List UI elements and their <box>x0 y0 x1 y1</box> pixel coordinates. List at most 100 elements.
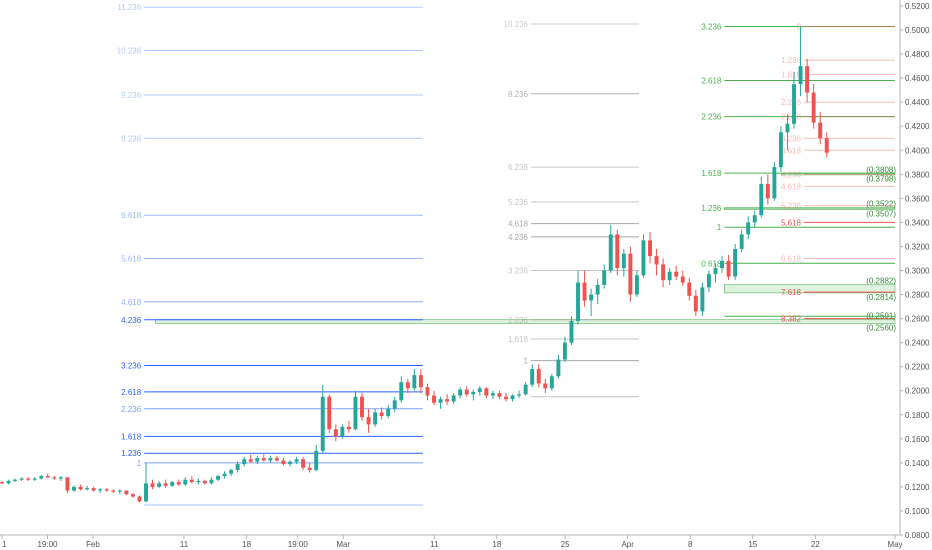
candle-body <box>785 123 790 133</box>
fib-level-label: 1 <box>137 459 142 468</box>
candle-body <box>608 234 613 271</box>
price-tick-label: 0.3800 <box>905 170 930 179</box>
fib-level-label: 5.236 <box>508 198 529 207</box>
price-tick-label: 0.4400 <box>905 98 930 107</box>
time-tick-label: Mar <box>336 540 350 549</box>
candle-body <box>706 274 711 288</box>
price-tick-label: 0.2800 <box>905 291 930 300</box>
fib-level-label: 1.618 <box>781 71 802 80</box>
candle-body <box>229 470 234 474</box>
price-tick-label: 0.4000 <box>905 146 930 155</box>
candle-body <box>32 478 37 480</box>
candle-body <box>78 486 83 490</box>
candle-body <box>752 215 757 223</box>
candle-body <box>792 84 796 124</box>
candle-body <box>759 183 764 216</box>
candle-body <box>196 480 201 483</box>
fib-level-label: 4.618 <box>121 298 142 307</box>
candle-body <box>818 122 823 139</box>
candle-body <box>589 294 594 301</box>
candle-body <box>255 458 260 462</box>
time-axis[interactable]: 1 19:00 Feb 11 18 19:00 Mar 11 18 25 Apr 8 15 22 May <box>0 534 903 549</box>
candle-body <box>150 483 155 487</box>
price-tick-label: 0.1600 <box>905 435 930 444</box>
fib-level-label: 7.618 <box>781 288 802 297</box>
fib-level-label: 1.236 <box>701 204 722 213</box>
time-tick-label: 15 <box>748 540 757 549</box>
price-tick-label: 0.2600 <box>905 315 930 324</box>
candle-body <box>235 464 240 471</box>
candle-body <box>91 488 96 491</box>
price-tick-label: 0.5000 <box>905 26 930 35</box>
candle-body <box>805 66 810 93</box>
zone-price-label: (0.3798) <box>866 175 896 184</box>
fib-level-label: 0 <box>797 22 802 31</box>
candle-body <box>288 461 292 465</box>
candle-body <box>425 387 430 396</box>
candle-body <box>52 477 57 479</box>
candle-body <box>366 417 371 425</box>
candle-body <box>314 450 319 471</box>
candle-body <box>202 480 207 484</box>
time-tick-label: 1 <box>2 540 7 549</box>
candle-body <box>45 476 50 478</box>
fib-level-label: 2.618 <box>121 388 142 397</box>
candle-body <box>569 321 574 343</box>
candle-body <box>307 467 312 471</box>
fib-level-label: 1.618 <box>508 335 529 344</box>
candle-body <box>137 496 142 502</box>
fib-level-label: 10.236 <box>504 20 529 29</box>
candle-body <box>602 270 607 285</box>
fib-level-label: 2.618 <box>701 77 722 86</box>
candle-body <box>634 275 639 295</box>
candle-body <box>811 92 816 123</box>
price-tick-label: 0.1000 <box>905 507 930 516</box>
price-tick-label: 0.4800 <box>905 50 930 59</box>
price-tick-label: 0.2400 <box>905 339 930 348</box>
candle-body <box>648 240 652 257</box>
time-tick-label: 11 <box>430 540 439 549</box>
candle-body <box>824 138 829 153</box>
candle-body <box>346 426 351 430</box>
zone-price-label: (0.3507) <box>866 210 896 219</box>
fib-level-label: 3.236 <box>781 134 802 143</box>
fib-level-label: 4.618 <box>508 220 529 229</box>
fib-level-label: 5.618 <box>781 218 802 227</box>
candle-body <box>693 295 698 312</box>
candle-body <box>720 260 724 269</box>
time-tick-label: Apr <box>621 540 634 549</box>
candle-body <box>628 253 633 295</box>
candle-body <box>58 477 63 479</box>
fib-level-label: 6.618 <box>781 254 802 263</box>
candle-body <box>176 482 181 485</box>
candle-body <box>189 479 194 483</box>
zone-price-labels: (0.3808)(0.3798) (0.3522)(0.3507) (0.2882)… <box>866 165 896 332</box>
candle-body <box>484 388 489 396</box>
price-axis[interactable]: 0.5200 0.5000 0.4800 0.4600 0.4400 0.4200 0.40… <box>899 0 930 540</box>
candle-body <box>667 271 672 281</box>
candle-body <box>353 396 358 430</box>
candle-body <box>543 383 548 389</box>
fib-level-label: 4.236 <box>508 233 529 242</box>
candle-body <box>216 476 220 480</box>
candle-body <box>104 489 109 491</box>
candle-body <box>144 483 148 502</box>
candle-body <box>163 483 168 486</box>
price-tick-label: 0.0800 <box>905 531 930 540</box>
candlestick-series <box>0 26 829 503</box>
fib-level-label: 3.236 <box>508 267 529 276</box>
price-tick-label: 0.5200 <box>905 2 930 11</box>
candle-body <box>576 282 580 321</box>
candle-body <box>739 234 744 249</box>
fib-level-label: 1.236 <box>121 449 142 458</box>
price-tick-label: 0.1200 <box>905 483 930 492</box>
candle-body <box>111 490 116 492</box>
fib-level-label: 1.618 <box>701 169 722 178</box>
candle-body <box>268 458 273 461</box>
fib-level-label: 1.618 <box>121 432 142 441</box>
candle-body <box>536 369 541 384</box>
candle-body <box>412 375 417 389</box>
candle-body <box>471 391 476 395</box>
candle-body <box>798 66 803 85</box>
